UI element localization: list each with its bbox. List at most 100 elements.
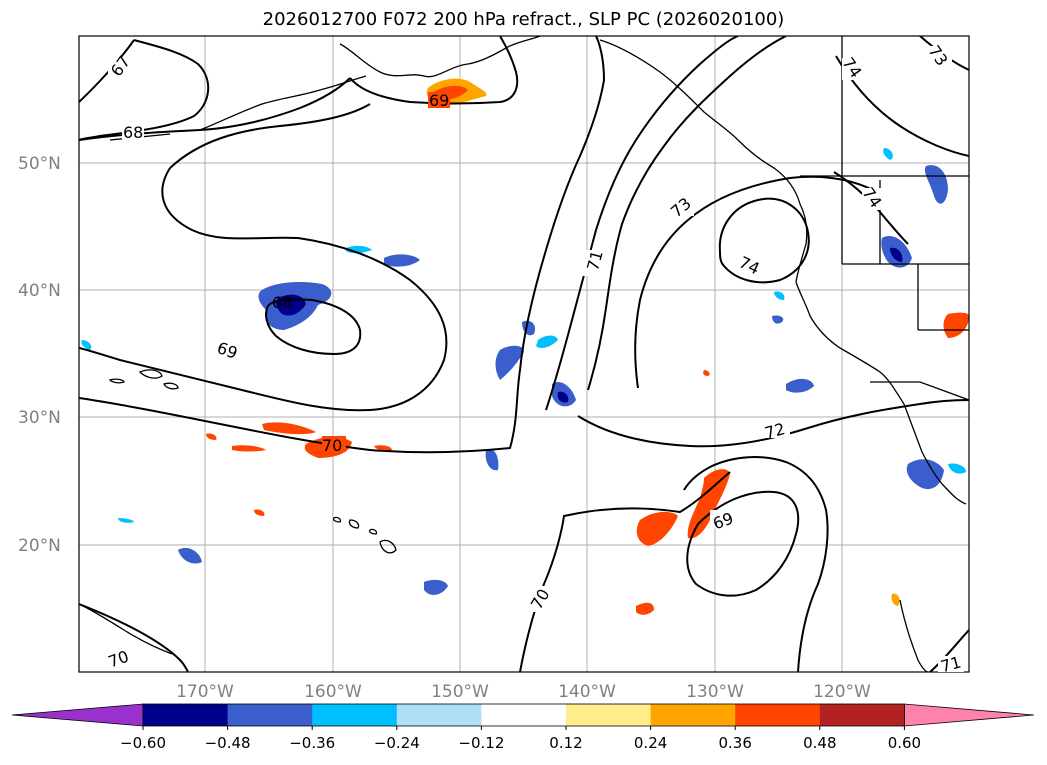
coastline-hawaii-1 (379, 539, 397, 554)
anomaly-negative-coast-8 (883, 148, 893, 160)
coastline-hawaii-2 (348, 519, 360, 529)
coastline-mexico-south (899, 599, 929, 672)
anomaly-negative-sub-3 (424, 579, 448, 595)
colorbar-tick-label: −0.24 (374, 734, 420, 752)
contour-label: 68 (123, 123, 143, 142)
colorbar-segment (735, 704, 821, 726)
isobar-74-east (833, 171, 909, 245)
map-title: 2026012700 F072 200 hPa refract., SLP PC… (262, 9, 785, 30)
anomaly-negative-small-1 (384, 254, 420, 267)
anomaly-negative-west-2 (118, 518, 134, 523)
colorbar-tick-label: 0.12 (549, 734, 582, 752)
anomaly-negative-east-3 (536, 335, 558, 348)
anomaly-positive-subtropic-4 (703, 370, 710, 376)
anomaly-positive-subtropic-1 (636, 511, 678, 546)
contour-label: 71 (939, 653, 964, 677)
map-frame (78, 35, 970, 673)
coastline-westcoast (795, 281, 905, 405)
colorbar-tick-label: −0.36 (289, 734, 335, 752)
map-area (79, 36, 969, 672)
anomaly-positive-subtropic-3 (636, 602, 654, 615)
coastline-hawaii-3 (332, 516, 342, 523)
lon-label: 140°W (558, 682, 616, 702)
contour-labels: 67 68 69 68 69 70 70 71 73 74 74 74 73 7… (106, 42, 964, 676)
colorbar-segment (481, 704, 567, 726)
colorbar-segment (227, 704, 313, 726)
anomaly-positive-band-4 (374, 445, 392, 451)
isobar-68-inner (265, 298, 362, 356)
anomaly-negative-sub-2 (178, 547, 202, 564)
isobar-69-sub (686, 490, 800, 597)
anomaly-negative-coast-1-core (890, 247, 903, 262)
isobar-69-alaska (349, 36, 519, 105)
colorbar-tick-label: 0.48 (803, 734, 836, 752)
isobar-69-large (79, 167, 448, 412)
coastline-island-1 (138, 369, 163, 379)
anomaly-positive-mexico (891, 593, 900, 606)
anomaly-negative-coast-3 (786, 378, 814, 393)
isobar-71-se (929, 629, 969, 672)
colorbar-segment (819, 704, 905, 726)
isobars (79, 36, 969, 672)
anomaly-positive-california (943, 312, 969, 338)
colorbar-tick-label: 0.60 (888, 734, 921, 752)
colorbar-extend-high (904, 703, 1035, 727)
coastline-island-2 (163, 382, 179, 390)
colorbar-tick-label: −0.48 (205, 734, 251, 752)
isobar-73 (587, 36, 787, 391)
colorbar-tick-label: 0.36 (718, 734, 751, 752)
coastline-mexico (941, 483, 967, 505)
colorbar-tick-label: −0.60 (120, 734, 166, 752)
isobar-69-top (169, 103, 371, 169)
coastline-asia (79, 603, 173, 655)
lat-label: 20°N (18, 536, 61, 556)
lon-label: 160°W (304, 682, 362, 702)
lon-label: 150°W (431, 682, 489, 702)
coastline-hawaii-4 (368, 528, 378, 535)
anomaly-positive-band-5 (206, 433, 217, 440)
coastline-panhandle (599, 39, 739, 141)
isobar-72 (577, 399, 969, 448)
colorbar: −0.60 −0.48 −0.36 −0.24 −0.12 0.12 0.24 0.36 0.4… (11, 703, 1035, 752)
contour-label: 68 (272, 293, 292, 312)
isobar-73-inner (634, 175, 885, 389)
lon-label: 120°W (813, 682, 871, 702)
colorbar-tick-label: 0.24 (634, 734, 667, 752)
lon-labels: 170°W 160°W 150°W 140°W 130°W 120°W (176, 682, 871, 702)
lat-label: 30°N (18, 408, 61, 428)
anomaly-positive-subtropic-2 (687, 469, 730, 539)
anomaly-negative-west-1 (81, 340, 92, 350)
coastline-baja (903, 403, 943, 485)
contour-label: 71 (583, 248, 607, 273)
lat-label: 50°N (18, 154, 61, 174)
anomaly-positive-band-6 (254, 509, 265, 516)
isobar-69-outer (683, 456, 829, 672)
colorbar-tick-label: −0.12 (458, 734, 504, 752)
coastline-island-3 (108, 378, 125, 384)
anomaly-positive-band-1 (262, 422, 316, 435)
border-us-mexico (870, 381, 969, 401)
colorbar-segment (143, 704, 229, 726)
contour-label: 72 (763, 419, 788, 443)
anomaly-negative-coast-4 (906, 459, 944, 490)
anomaly-positive-band-3 (232, 445, 266, 452)
anomaly-negative-sub-1 (485, 449, 499, 471)
isobar-71 (545, 36, 739, 411)
isobar-70-west (79, 36, 606, 454)
colorbar-border (142, 703, 905, 727)
colorbar-segment (650, 704, 736, 726)
contour-label: 69 (429, 91, 449, 110)
anomaly-negative-east-4-core (557, 391, 569, 403)
anomaly-negative-coast-7 (772, 315, 784, 324)
anomaly-negative-coast-2 (924, 165, 948, 204)
coastlines (79, 36, 969, 672)
coastline-bc (737, 139, 808, 283)
isobar-74-high (718, 197, 810, 284)
anomaly-negative-east-2 (495, 345, 524, 380)
gridlines (79, 36, 969, 672)
colorbar-segment (396, 704, 482, 726)
colorbar-extend-low (11, 703, 144, 727)
lat-labels: 50°N 40°N 30°N 20°N (18, 154, 61, 556)
isobar-70-south (79, 603, 189, 672)
anomaly-negative-coast-5 (948, 463, 966, 474)
